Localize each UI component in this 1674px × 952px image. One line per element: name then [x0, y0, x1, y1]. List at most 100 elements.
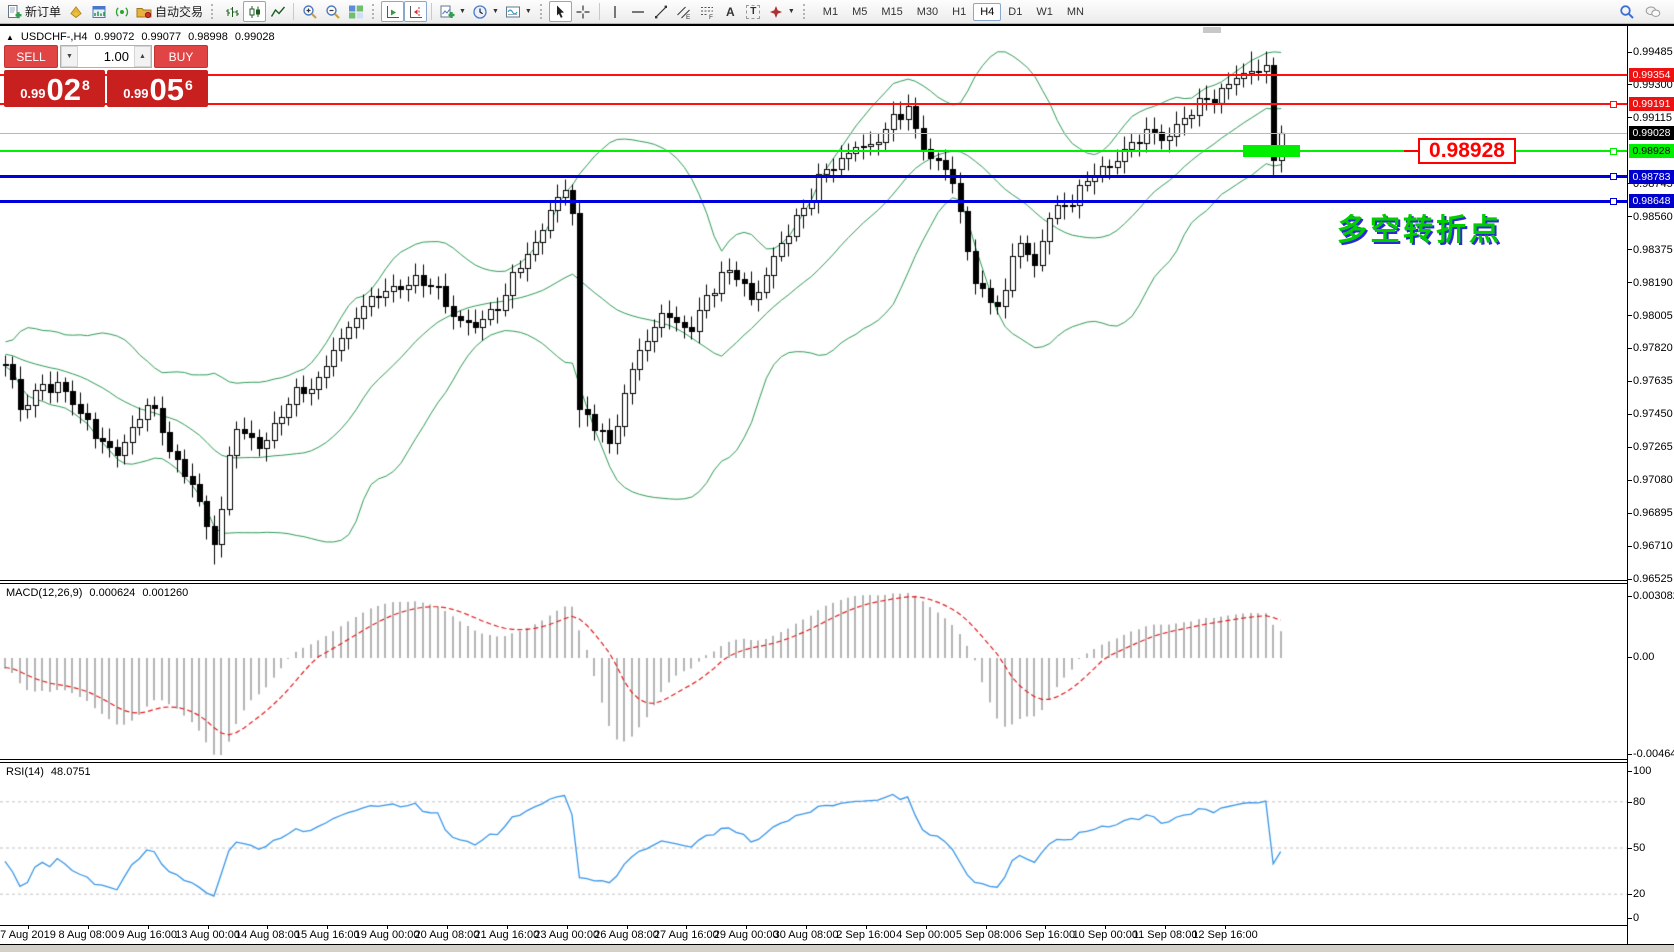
- time-axis-label[interactable]: 29 Aug 00:00: [713, 929, 779, 941]
- time-tick-mark: [985, 925, 987, 929]
- new-chart-button[interactable]: ▼: [436, 1, 469, 22]
- macd-panel-canvas[interactable]: [0, 584, 1627, 759]
- timeframe-button-m5[interactable]: M5: [852, 5, 868, 18]
- chart-window-button[interactable]: [87, 1, 110, 22]
- toolbar-grip[interactable]: [802, 4, 807, 19]
- time-axis-label[interactable]: 6 Sep 16:00: [1015, 929, 1076, 941]
- chart-shift-button[interactable]: [404, 1, 428, 22]
- equidistant-channel-button[interactable]: E: [673, 1, 696, 22]
- fibonacci-button[interactable]: F: [696, 1, 719, 22]
- time-axis-label[interactable]: 4 Sep 00:00: [896, 929, 956, 941]
- time-axis-label[interactable]: 19 Aug 00:00: [354, 929, 420, 941]
- autotrading-button[interactable]: 自动交易: [133, 1, 206, 22]
- chat-icon[interactable]: [1645, 4, 1661, 20]
- timeframe-button-m15[interactable]: M15: [881, 5, 903, 18]
- text-tool-button[interactable]: A: [719, 1, 742, 22]
- timeframe-button-h1[interactable]: H1: [952, 5, 967, 18]
- line-anchor-marker[interactable]: [1610, 147, 1617, 155]
- horizontal-line-button[interactable]: [627, 1, 650, 22]
- zoom-in-button[interactable]: [298, 1, 321, 22]
- support-highlight-bar[interactable]: [1243, 145, 1300, 158]
- time-axis-label[interactable]: 13 Aug 00:00: [175, 929, 240, 941]
- main-chart-canvas[interactable]: [0, 26, 1627, 580]
- timeframe-button-m30[interactable]: M30: [916, 5, 939, 18]
- timeframe-button-d1[interactable]: D1: [1008, 5, 1023, 18]
- templates-button[interactable]: ▼: [502, 1, 535, 22]
- price-tick-mark: [1628, 479, 1632, 481]
- horizontal-line-object[interactable]: [0, 150, 1627, 153]
- new-order-button[interactable]: 新订单: [3, 1, 64, 22]
- horizontal-line-object[interactable]: [0, 103, 1627, 106]
- volume-increase-button[interactable]: ▲: [134, 46, 151, 67]
- cursor-button[interactable]: [548, 1, 572, 22]
- toolbar-grip[interactable]: [211, 4, 215, 19]
- rsi-panel-canvas[interactable]: [0, 763, 1627, 925]
- timeframe-button-h4[interactable]: H4: [973, 2, 1002, 21]
- line-anchor-marker[interactable]: [1610, 173, 1617, 181]
- time-axis-label[interactable]: 26 Aug 08:00: [594, 929, 659, 941]
- sell-price-pip: 8: [82, 77, 90, 93]
- bar-chart-button[interactable]: [220, 1, 243, 22]
- zoom-out-button[interactable]: [321, 1, 344, 22]
- time-axis-label[interactable]: 5 Sep 08:00: [955, 929, 1016, 941]
- arrow-objects-button[interactable]: ▼: [765, 1, 798, 22]
- sell-button[interactable]: SELL: [4, 45, 58, 68]
- text-tool-icon: A: [726, 4, 735, 19]
- periods-button[interactable]: ▼: [469, 1, 502, 22]
- time-axis-label[interactable]: 23 Aug 00:00: [534, 929, 600, 941]
- price-tick-label: 0.97450: [1633, 408, 1673, 421]
- metaeditor-button[interactable]: [64, 1, 87, 22]
- time-axis-label[interactable]: 27 Aug 16:00: [653, 929, 719, 941]
- time-axis-label[interactable]: 30 Aug 08:00: [773, 929, 839, 941]
- volume-decrease-button[interactable]: ▼: [61, 46, 78, 67]
- time-axis-label[interactable]: 15 Aug 16:00: [294, 929, 360, 941]
- timeframe-button-m1[interactable]: M1: [822, 5, 839, 18]
- timeframe-button-mn[interactable]: MN: [1066, 5, 1084, 18]
- rsi-panel-splitter[interactable]: [0, 759, 1627, 763]
- collapse-panel-icon[interactable]: ▲: [6, 32, 14, 42]
- time-axis-label[interactable]: 20 Aug 08:00: [414, 929, 480, 941]
- trendline-icon: [655, 5, 668, 18]
- time-axis-label[interactable]: 7 Aug 2019: [0, 929, 56, 941]
- line-chart-icon: [270, 6, 285, 17]
- horizontal-line-object[interactable]: [0, 199, 1627, 203]
- toolbar-grip[interactable]: [539, 4, 544, 19]
- sell-price-box[interactable]: 0.99 02 8: [4, 70, 105, 107]
- turning-point-annotation[interactable]: 多空转折点: [1337, 214, 1502, 247]
- price-tick-label: 0.97080: [1633, 474, 1673, 487]
- toolbar-grip[interactable]: [372, 4, 376, 19]
- text-label-button[interactable]: T: [742, 1, 765, 22]
- price-tick-mark: [1628, 413, 1632, 415]
- time-axis-label[interactable]: 9 Aug 16:00: [118, 929, 178, 941]
- line-anchor-marker[interactable]: [1610, 100, 1617, 108]
- time-axis-label[interactable]: 2 Sep 16:00: [836, 929, 896, 941]
- line-anchor-marker[interactable]: [1610, 197, 1617, 205]
- buy-button[interactable]: BUY: [154, 45, 208, 68]
- time-axis-label[interactable]: 10 Sep 00:00: [1072, 929, 1139, 941]
- auto-scroll-button[interactable]: [381, 1, 405, 22]
- buy-price-box[interactable]: 0.99 05 6: [107, 70, 208, 107]
- horizontal-line-object[interactable]: [0, 175, 1627, 179]
- sell-price-prefix: 0.99: [20, 86, 46, 101]
- trendline-button[interactable]: [650, 1, 673, 22]
- timeframe-button-w1[interactable]: W1: [1036, 5, 1053, 18]
- macd-panel-splitter[interactable]: [0, 580, 1627, 584]
- signals-button[interactable]: [110, 1, 133, 22]
- crosshair-button[interactable]: [572, 1, 595, 22]
- signals-icon: [115, 6, 128, 17]
- buy-price-prefix: 0.99: [123, 86, 149, 101]
- volume-input[interactable]: 1.00: [103, 49, 129, 64]
- time-axis-label[interactable]: 8 Aug 08:00: [58, 929, 118, 941]
- candlestick-chart-button[interactable]: [243, 1, 267, 22]
- time-axis-label[interactable]: 21 Aug 16:00: [474, 929, 540, 941]
- time-axis-label[interactable]: 14 Aug 08:00: [234, 929, 300, 941]
- tile-windows-button[interactable]: [344, 1, 367, 22]
- time-axis-label[interactable]: 11 Sep 08:00: [1132, 929, 1198, 941]
- time-axis-label[interactable]: 12 Sep 16:00: [1192, 929, 1258, 941]
- price-callout-box[interactable]: 0.98928: [1418, 138, 1516, 165]
- vertical-line-button[interactable]: [604, 1, 627, 22]
- search-icon[interactable]: [1619, 4, 1635, 20]
- window-splitter-handle[interactable]: [1203, 27, 1221, 33]
- horizontal-line-object[interactable]: [0, 74, 1627, 77]
- line-chart-button[interactable]: [266, 1, 289, 22]
